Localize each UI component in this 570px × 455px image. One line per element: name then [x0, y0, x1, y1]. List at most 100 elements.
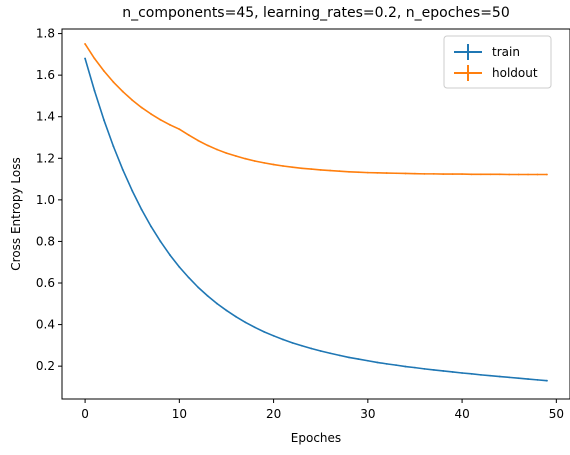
series-point-holdout-23 [300, 167, 303, 170]
y-tick-label-1.2: 1.2 [36, 151, 55, 165]
series-layer [84, 43, 548, 382]
series-point-train-30 [366, 359, 369, 362]
series-point-holdout-29 [357, 171, 360, 174]
series-point-holdout-17 [244, 157, 247, 160]
series-line-train [84, 57, 548, 382]
series-point-holdout-32 [385, 172, 388, 174]
series-point-holdout-8 [159, 118, 162, 121]
series-point-train-29 [357, 358, 360, 360]
series-point-holdout-38 [442, 173, 445, 175]
chart-title: n_components=45, learning_rates=0.2, n_e… [122, 5, 510, 21]
series-point-holdout-3 [112, 81, 115, 83]
series-point-train-28 [348, 356, 350, 359]
series-point-holdout-33 [395, 172, 398, 175]
series-point-holdout-2 [103, 70, 105, 72]
series-point-train-12 [197, 286, 200, 289]
series-point-holdout-12 [197, 139, 200, 142]
series-point-holdout-11 [187, 134, 190, 136]
series-point-holdout-25 [319, 169, 322, 171]
series-point-holdout-28 [348, 170, 350, 173]
series-point-train-32 [385, 362, 388, 365]
series-point-train-27 [338, 354, 341, 357]
series-point-train-22 [291, 341, 294, 344]
series-point-holdout-31 [376, 171, 379, 174]
y-tick-label-1.4: 1.4 [36, 110, 55, 124]
series-point-train-37 [432, 368, 435, 371]
y-tick-label-0.6: 0.6 [36, 276, 55, 290]
series-point-train-11 [187, 276, 190, 279]
y-tick-label-0.8: 0.8 [36, 234, 55, 248]
series-point-train-35 [414, 366, 416, 369]
series-point-train-26 [329, 352, 332, 355]
y-tick-label-0.2: 0.2 [36, 359, 55, 373]
series-point-train-8 [159, 240, 162, 243]
series-point-holdout-47 [527, 173, 529, 176]
series-point-holdout-14 [216, 148, 218, 151]
y-tick-label-1.8: 1.8 [36, 27, 55, 41]
series-point-train-21 [282, 338, 284, 341]
series-point-train-14 [216, 302, 218, 305]
series-point-holdout-5 [131, 99, 134, 101]
legend-box [443, 35, 552, 89]
series-point-holdout-44 [498, 173, 501, 176]
series-point-holdout-26 [329, 169, 332, 172]
x-tick-label-30: 30 [360, 407, 375, 421]
series-point-train-40 [461, 372, 463, 374]
series-point-holdout-9 [169, 123, 171, 126]
series-point-train-16 [234, 315, 237, 318]
x-axis: 0 10 20 30 40 50 [81, 399, 564, 421]
x-axis-title: Epoches [291, 431, 341, 445]
legend-holdout-label: holdout [492, 66, 538, 80]
series-point-holdout-41 [470, 173, 473, 176]
series-point-holdout-24 [310, 168, 313, 171]
series-point-train-33 [395, 364, 398, 367]
series-point-train-23 [300, 344, 303, 347]
x-tick-label-0: 0 [81, 407, 89, 421]
series-point-train-36 [423, 367, 426, 370]
series-point-holdout-4 [121, 90, 124, 93]
y-axis: 0.2 0.4 0.6 0.8 1.0 1.2 1.4 1.6 1.8 [36, 27, 62, 373]
series-point-train-47 [527, 378, 529, 380]
series-point-train-6 [140, 208, 143, 211]
series-point-holdout-7 [150, 113, 152, 115]
series-point-train-38 [442, 370, 445, 372]
series-point-train-43 [489, 374, 492, 377]
series-point-train-49 [546, 379, 548, 382]
plot-area [61, 28, 570, 400]
series-point-holdout-48 [536, 173, 539, 176]
series-point-train-45 [508, 376, 511, 379]
series-point-train-18 [253, 326, 256, 329]
series-point-train-5 [131, 189, 134, 192]
y-tick-label-1.6: 1.6 [36, 68, 55, 82]
series-point-holdout-40 [461, 173, 463, 175]
series-point-holdout-30 [366, 171, 369, 174]
series-point-holdout-42 [480, 173, 482, 176]
series-point-train-15 [225, 309, 228, 312]
series-point-train-25 [319, 350, 322, 352]
series-point-holdout-16 [234, 155, 237, 157]
series-point-holdout-27 [338, 170, 341, 173]
series-point-train-19 [263, 330, 266, 333]
series-point-train-0 [84, 57, 86, 60]
series-point-train-31 [376, 361, 379, 364]
series-point-holdout-43 [489, 173, 492, 176]
series-point-holdout-6 [140, 106, 143, 109]
series-point-train-7 [150, 225, 152, 228]
legend-train-label: train [492, 45, 520, 59]
series-point-holdout-1 [93, 57, 96, 60]
series-point-train-41 [470, 372, 473, 375]
series-point-train-44 [498, 375, 501, 378]
series-point-holdout-22 [291, 166, 294, 169]
series-point-train-3 [112, 145, 115, 148]
series-point-holdout-49 [546, 173, 548, 176]
series-point-train-2 [103, 119, 105, 121]
series-point-train-42 [480, 373, 482, 376]
plot-border [61, 28, 570, 400]
series-point-holdout-46 [517, 173, 520, 176]
series-point-train-17 [244, 321, 247, 324]
series-point-train-10 [178, 266, 181, 268]
series-point-train-46 [517, 377, 520, 380]
series-line-holdout [84, 43, 548, 176]
